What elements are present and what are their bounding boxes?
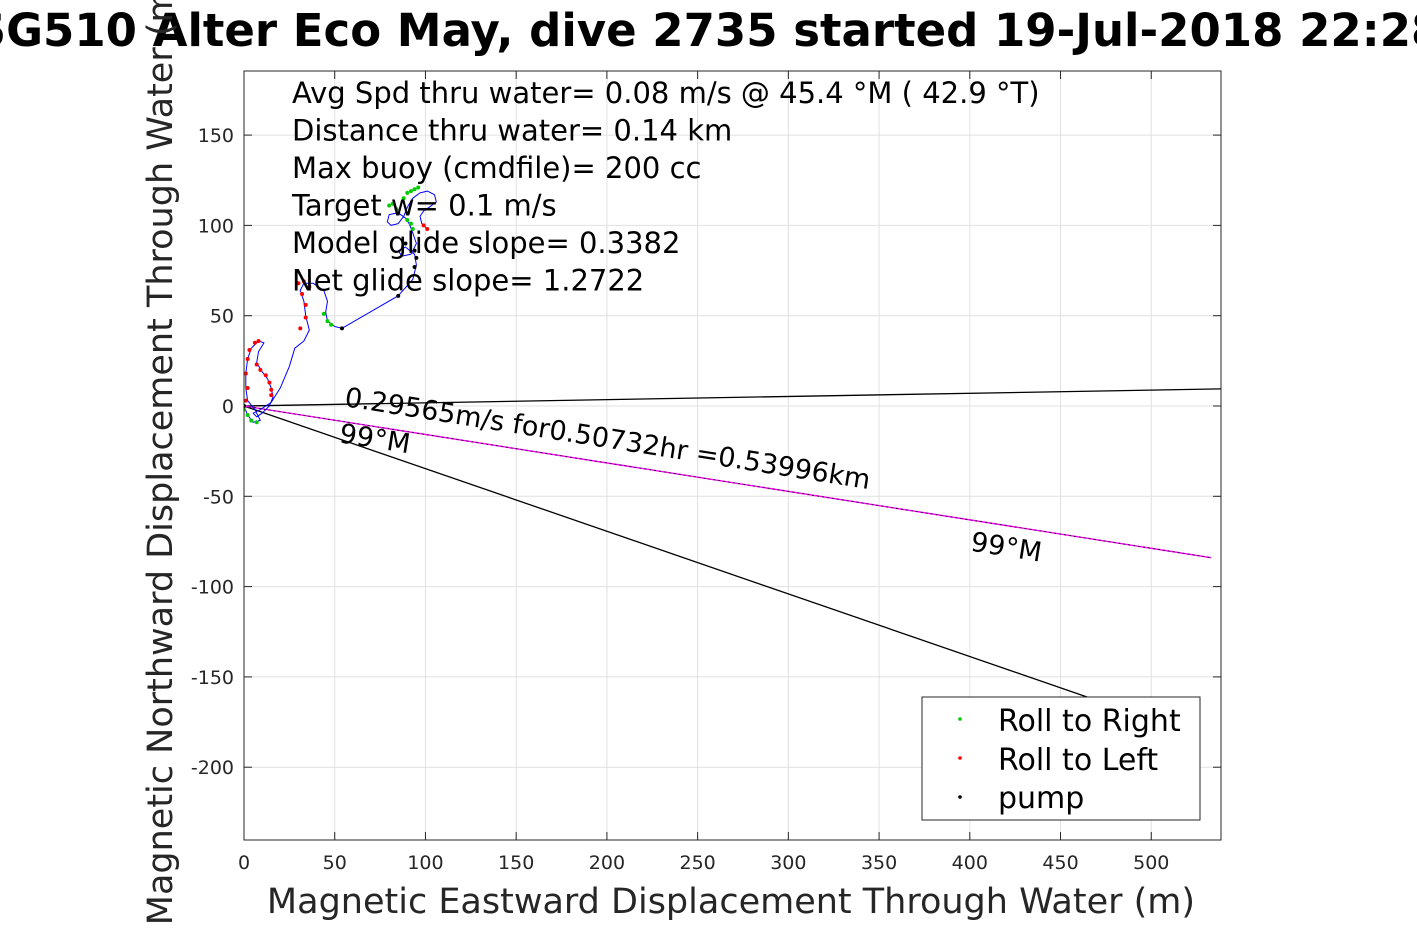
marker-roll-to-right	[412, 187, 417, 192]
y-tick-label: -100	[191, 577, 234, 599]
marker-roll-to-left	[256, 338, 261, 343]
marker-roll-to-right	[254, 420, 259, 425]
marker-roll-to-left	[298, 326, 303, 331]
y-tick-label: -50	[203, 486, 234, 508]
marker-roll-to-left	[244, 371, 248, 376]
marker-roll-to-left	[421, 223, 426, 228]
marker-roll-to-right	[408, 221, 413, 226]
x-axis-label: Magnetic Eastward Displacement Through W…	[267, 882, 1195, 922]
y-tick-label: -150	[191, 667, 234, 689]
marker-pump	[414, 255, 419, 260]
marker-roll-to-left	[307, 284, 312, 289]
x-tick-label: 250	[679, 852, 715, 874]
info-line: Max buoy (cmdfile)= 200 cc	[292, 151, 701, 185]
x-tick-label: 200	[589, 852, 625, 874]
marker-roll-to-left	[296, 281, 301, 286]
marker-roll-to-right	[410, 227, 415, 232]
marker-roll-to-left	[258, 367, 263, 372]
x-tick-label: 50	[323, 852, 347, 874]
ticks: 0 50 100 150 200 250 300 350 400 450 500150100500-…	[191, 71, 1221, 874]
marker-roll-to-right	[405, 190, 410, 195]
current-vector-dash	[244, 405, 1212, 559]
marker-roll-to-left	[245, 385, 250, 390]
info-line: Avg Spd thru water= 0.08 m/s @ 45.4 °M (…	[292, 76, 1040, 110]
x-tick-label: 450	[1042, 852, 1078, 874]
marker-roll-to-left	[254, 362, 259, 367]
legend-label-pump: pump	[998, 781, 1084, 816]
legend-marker-roll-right	[958, 717, 962, 721]
marker-roll-to-right	[321, 311, 326, 316]
marker-pump	[339, 326, 344, 331]
y-tick-label: 100	[198, 215, 234, 237]
info-line: Target w= 0.1 m/s	[291, 189, 557, 223]
marker-roll-to-right	[325, 319, 330, 324]
marker-roll-to-left	[263, 373, 268, 378]
x-tick-label: 400	[952, 852, 988, 874]
marker-roll-to-right	[394, 207, 399, 212]
marker-pump	[412, 248, 417, 253]
marker-roll-to-left	[303, 302, 308, 307]
x-tick-label: 350	[861, 852, 897, 874]
marker-roll-to-right	[329, 322, 334, 327]
marker-roll-to-left	[303, 315, 308, 320]
info-panel: Avg Spd thru water= 0.08 m/s @ 45.4 °M (…	[291, 76, 1040, 298]
marker-roll-to-left	[244, 398, 248, 403]
x-tick-label: 0	[238, 852, 250, 874]
legend-label-roll-left: Roll to Left	[998, 743, 1158, 778]
marker-roll-to-right	[249, 418, 254, 423]
legend-box	[921, 696, 1201, 821]
y-tick-label: 150	[198, 125, 234, 147]
x-tick-label: 500	[1133, 852, 1169, 874]
marker-roll-to-right	[405, 217, 410, 222]
reference-line	[244, 405, 1098, 701]
chart-title: SG510 Alter Eco May, dive 2735 started 1…	[0, 4, 1417, 57]
plot-frame	[243, 70, 1222, 841]
marker-roll-to-left	[269, 387, 274, 392]
marker-pump	[412, 264, 417, 269]
marker-roll-to-left	[247, 348, 252, 353]
marker-roll-to-left	[269, 393, 274, 398]
marker-pump	[396, 293, 401, 298]
marker-roll-to-left	[300, 292, 305, 297]
marker-roll-to-right	[416, 185, 421, 190]
plot-layer	[244, 185, 1221, 701]
marker-roll-to-right	[408, 189, 413, 194]
marker-roll-to-right	[245, 413, 250, 418]
legend-marker-roll-left	[958, 756, 962, 760]
marker-roll-to-left	[252, 340, 257, 345]
x-tick-label: 150	[498, 852, 534, 874]
marker-roll-to-right	[390, 201, 395, 206]
marker-pump	[403, 241, 408, 246]
glider-track	[244, 190, 437, 423]
info-line: Model glide slope= 0.3382	[292, 226, 680, 260]
x-tick-label: 100	[407, 852, 443, 874]
marker-roll-to-right	[387, 203, 392, 208]
y-tick-label: -200	[191, 757, 234, 779]
legend-label-roll-right: Roll to Right	[998, 704, 1181, 739]
y-tick-label: 0	[222, 396, 234, 418]
marker-roll-to-left	[245, 357, 250, 362]
legend-marker-pump	[958, 795, 962, 799]
y-axis-label: Magnetic Northward Displacement Through …	[141, 0, 181, 925]
x-tick-label: 300	[770, 852, 806, 874]
marker-roll-to-right	[401, 196, 406, 201]
marker-roll-to-left	[425, 227, 430, 232]
info-line: Net glide slope= 1.2722	[292, 264, 644, 298]
legend: Roll to Right Roll to Left pump	[921, 696, 1201, 821]
y-tick-label: 50	[210, 306, 234, 328]
info-line: Distance thru water= 0.14 km	[292, 114, 732, 148]
marker-roll-to-left	[267, 380, 272, 385]
reference-line	[244, 388, 1221, 407]
marker-roll-to-left	[301, 279, 306, 284]
